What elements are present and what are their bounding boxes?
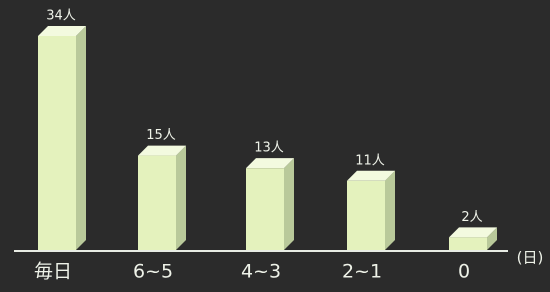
- bar: [38, 36, 76, 250]
- bar: [246, 168, 284, 250]
- chart: (日) 毎日 34人 6~5 15人 4~3 13人 2~1 11人 0 2人: [0, 0, 550, 292]
- bar-side: [284, 158, 294, 250]
- bar: [138, 156, 176, 250]
- bar-side: [76, 26, 86, 250]
- bar-side: [176, 146, 186, 250]
- bar: [449, 237, 487, 250]
- bar: [347, 181, 385, 250]
- value-label: 15人: [146, 128, 176, 143]
- bar-side: [385, 171, 395, 250]
- value-label: 13人: [254, 141, 284, 156]
- x-unit: (日): [517, 249, 544, 267]
- value-label: 11人: [355, 153, 385, 168]
- x-tick-label: 2~1: [342, 261, 382, 283]
- x-tick-label: 毎日: [34, 261, 72, 283]
- value-label: 2人: [461, 210, 482, 225]
- x-tick-label: 4~3: [241, 261, 281, 283]
- x-tick-label: 0: [458, 261, 470, 283]
- value-label: 34人: [46, 9, 76, 24]
- x-tick-label: 6~5: [133, 261, 173, 283]
